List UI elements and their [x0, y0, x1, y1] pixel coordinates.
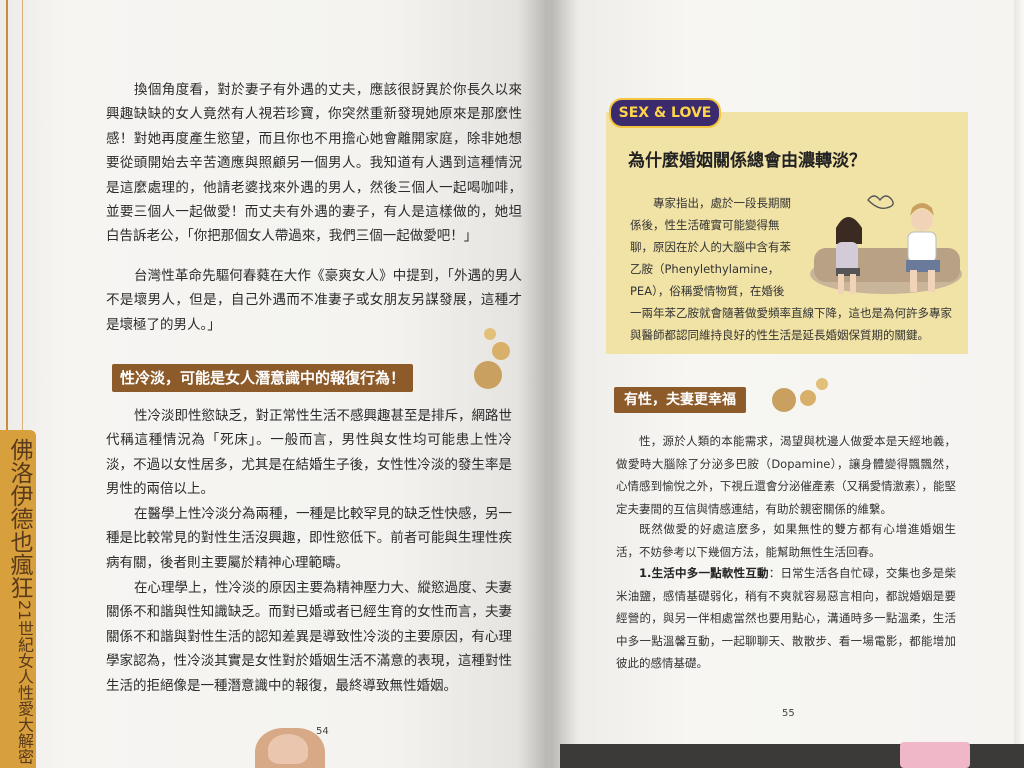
- tip-label: 1.生活中多一點軟性互動: [639, 566, 769, 580]
- gutter-shadow: [520, 0, 580, 768]
- left-paragraph-4: 在醫學上性冷淡分為兩種，一種是比較罕見的缺乏性快感，另一種是比較常見的對性生活沒…: [106, 506, 512, 571]
- left-paragraph-5: 在心理學上，性冷淡的原因主要為精神壓力大、縱慾過度、夫妻關係不和諧與性知識缺乏。…: [106, 580, 512, 694]
- decor-dot: [800, 390, 816, 406]
- tip-text: ：日常生活各自忙碌，交集也多是柴米油鹽，感情基礎弱化，稍有不爽就容易惡言相向，都…: [616, 566, 956, 670]
- decor-dot: [772, 388, 796, 412]
- sidebar-box-text-wrapped: 專家指出，處於一段長期關係後，性生活確實可能變得無聊，原因在於人的大腦中含有苯乙…: [630, 196, 791, 298]
- sidebar-box: [606, 112, 968, 354]
- right-paragraph-1: 性，源於人類的本能需求，渴望與枕邊人做愛本是天經地義，做愛時大腦除了分泌多巴胺（…: [616, 434, 956, 516]
- man-leg: [928, 270, 935, 292]
- sex-love-logo: SEX & LOVE: [609, 98, 721, 128]
- man-shirt: [907, 231, 937, 263]
- man-leg: [910, 270, 917, 292]
- right-section-heading: 有性，夫妻更幸福: [614, 387, 746, 413]
- left-section-heading: 性冷淡，可能是女人潛意識中的報復行為！: [112, 364, 414, 392]
- left-page-number: 54: [316, 726, 329, 737]
- woman-body: [836, 242, 858, 272]
- sidebar-box-text-full: 一兩年苯乙胺就會隨著做愛頻率直線下降，這也是為何許多專家與醫師都認同維持良好的性…: [630, 306, 952, 342]
- left-paragraph-3: 性冷淡即性慾缺乏，對正常性生活不感興趣甚至是排斥，網路世代稱這種情況為「死床」。…: [106, 408, 512, 498]
- decor-dot: [492, 342, 510, 360]
- sidebar-box-title: 為什麼婚姻關係總會由濃轉淡？: [628, 151, 866, 171]
- decor-dot: [474, 361, 502, 389]
- side-tab-subtitle: 21世紀女人性愛大解密: [15, 600, 34, 765]
- thumb-nail: [268, 734, 308, 764]
- right-paragraph-2: 既然做愛的好處這麼多，如果無性的雙方都有心增進婚姻生活，不妨參考以下幾個方法，能…: [616, 522, 956, 559]
- man-hair: [910, 203, 934, 216]
- spine-decoration: [6, 0, 23, 768]
- right-page-number: 55: [782, 708, 795, 719]
- woman-leg: [838, 274, 844, 294]
- man-head: [911, 209, 933, 231]
- tip-paragraph: 1.生活中多一點軟性互動：日常生活各自忙碌，交集也多是柴米油鹽，感情基礎弱化，稍…: [616, 562, 956, 675]
- side-tab: [0, 430, 36, 768]
- woman-hair: [836, 217, 862, 244]
- page-edge: [1014, 0, 1024, 768]
- woman-leg: [850, 274, 856, 294]
- decor-dot: [484, 328, 496, 340]
- man-shorts: [906, 260, 940, 272]
- woman-shorts: [836, 268, 860, 276]
- left-paragraph-1: 換個角度看，對於妻子有外遇的丈夫，應該很訝異於你長久以來興趣缺缺的女人竟然有人視…: [106, 82, 522, 245]
- pink-object: [900, 742, 970, 768]
- scribble-icon: [867, 195, 894, 210]
- side-tab-title: 佛洛伊德也瘋狂: [6, 438, 32, 599]
- decor-dot: [816, 378, 828, 390]
- couple-illustration: [810, 195, 962, 294]
- left-paragraph-2: 台灣性革命先驅何春蕤在大作《豪爽女人》中提到，「外遇的男人不是壞男人，但是，自己…: [106, 268, 522, 333]
